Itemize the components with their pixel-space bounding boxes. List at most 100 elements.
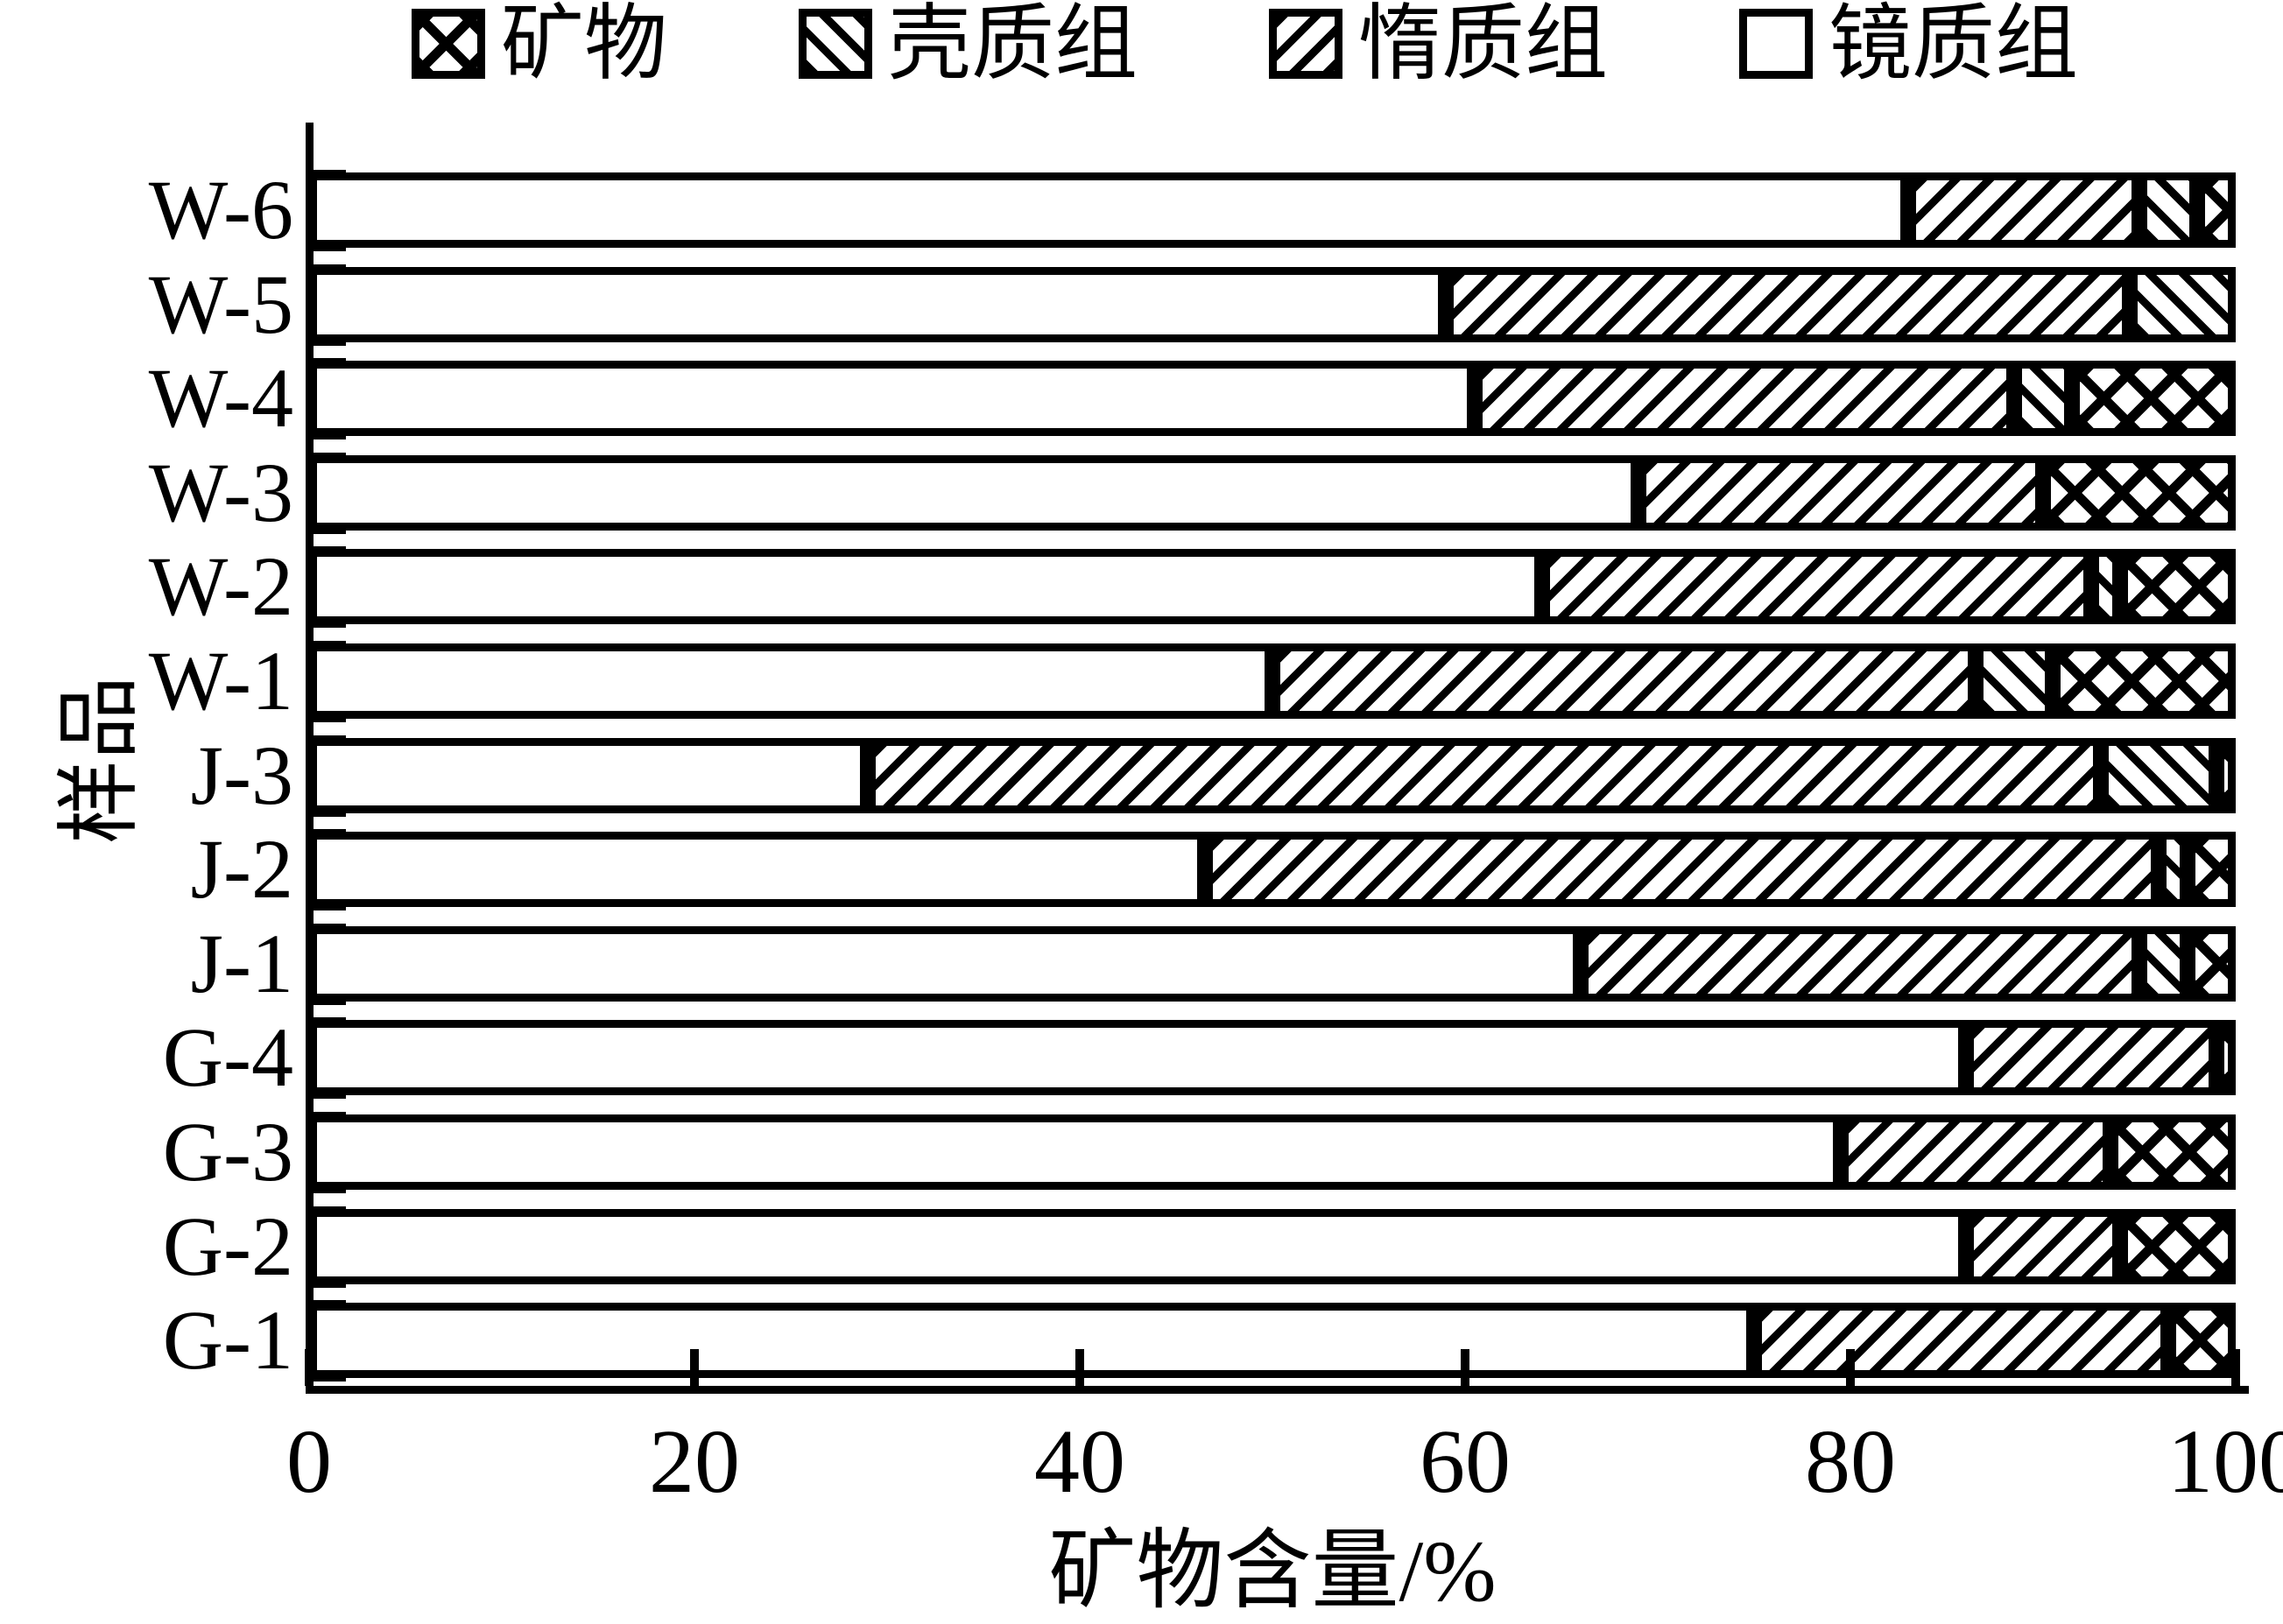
empty-swatch-icon <box>1739 9 1814 79</box>
bar-segment <box>309 925 1581 1002</box>
bar-segment <box>2216 737 2236 813</box>
y-axis-tick <box>309 1281 346 1288</box>
x-tick-label: 40 <box>1034 1411 1125 1512</box>
bar-segment <box>2188 832 2236 908</box>
bar-segment <box>2120 549 2236 625</box>
bar-segment <box>1581 925 2139 1002</box>
bar-segment <box>2110 1114 2236 1190</box>
y-axis-tick <box>309 1187 346 1193</box>
x-tick-label: 20 <box>649 1411 740 1512</box>
bar-segment <box>309 549 1542 625</box>
bar-segment <box>2159 832 2188 908</box>
y-tick-label: G-4 <box>162 1010 293 1105</box>
bar-segment <box>1542 549 2091 625</box>
cross-hatch-swatch-icon <box>412 9 485 79</box>
x-axis-tick <box>690 1349 699 1386</box>
y-tick-label: W-4 <box>148 351 293 446</box>
y-tick-label: G-1 <box>162 1293 293 1388</box>
legend-label: 壳质组 <box>888 0 1138 90</box>
bar-segment <box>309 1114 1841 1190</box>
bar-segment <box>2216 1020 2236 1096</box>
bar-segment <box>2139 172 2197 248</box>
legend-label: 惰质组 <box>1358 0 1609 90</box>
x-axis-tick <box>1846 1349 1855 1386</box>
bar-segment <box>309 361 1475 437</box>
y-axis-tick <box>309 527 346 534</box>
y-tick-label: W-3 <box>148 445 293 539</box>
y-axis-tick <box>309 1093 346 1100</box>
y-axis-tick <box>309 810 346 817</box>
bar-segment <box>2014 361 2072 437</box>
bar-segment <box>2101 737 2216 813</box>
bar-segment <box>2139 925 2188 1002</box>
y-axis-tick <box>309 622 346 629</box>
bar-segment <box>2168 1303 2236 1379</box>
bar-segment <box>1475 361 2014 437</box>
legend-item-vitrinite: 镜质组 <box>1739 0 2079 90</box>
bar-segment <box>2130 266 2236 342</box>
legend-label: 镜质组 <box>1829 0 2079 90</box>
bar-segment <box>2072 361 2236 437</box>
legend-item-minerals: 矿物 <box>412 0 668 90</box>
y-tick-label: W-5 <box>148 257 293 351</box>
bar-segment <box>2053 643 2236 719</box>
legend: 矿物 壳质组 惰质组 镜质组 <box>412 0 2078 88</box>
y-axis-tick <box>309 339 346 346</box>
y-axis-tick <box>309 904 346 911</box>
x-tick-label: 100 <box>2167 1411 2283 1512</box>
bar-segment <box>309 643 1272 719</box>
bar-segment <box>309 1208 1966 1284</box>
legend-item-inertinite: 惰质组 <box>1269 0 1609 90</box>
bar-segment <box>2197 172 2236 248</box>
y-axis-tick <box>309 716 346 722</box>
bar-segment <box>309 1020 1966 1096</box>
bar-segment <box>2120 1208 2236 1284</box>
legend-label: 矿物 <box>501 0 668 90</box>
backslash-hatch-swatch-icon <box>799 9 873 79</box>
y-tick-label: W-6 <box>148 163 293 257</box>
forwardslash-hatch-swatch-icon <box>1269 9 1343 79</box>
bar-segment <box>1205 832 2159 908</box>
y-tick-label: G-3 <box>162 1105 293 1199</box>
x-axis-tick <box>1075 1349 1084 1386</box>
bar-segment <box>2091 549 2120 625</box>
bar-segment <box>1976 643 2053 719</box>
bar-segment <box>1272 643 1976 719</box>
x-tick-label: 80 <box>1805 1411 1896 1512</box>
bar-segment <box>309 454 1638 531</box>
bar-segment <box>1908 172 2139 248</box>
y-axis-tick <box>309 245 346 251</box>
x-tick-label: 0 <box>286 1411 332 1512</box>
y-axis-tick <box>309 998 346 1005</box>
y-tick-label: G-2 <box>162 1199 293 1293</box>
bar-segment <box>309 1303 1754 1379</box>
y-tick-label: J-2 <box>190 822 293 917</box>
bar-segment <box>1841 1114 2110 1190</box>
bar-segment <box>1966 1020 2216 1096</box>
bar-segment <box>309 832 1205 908</box>
y-tick-label: J-1 <box>190 916 293 1010</box>
bar-segment <box>309 266 1446 342</box>
bar-segment <box>309 172 1908 248</box>
x-axis-line <box>306 1386 2249 1394</box>
bar-segment <box>1754 1303 2168 1379</box>
bar-segment <box>1966 1208 2120 1284</box>
bar-segment <box>1446 266 2130 342</box>
bar-segment <box>868 737 2101 813</box>
bar-segment <box>1638 454 2043 531</box>
x-axis-title: 矿物含量/% <box>1048 1522 1497 1620</box>
y-tick-label: J-3 <box>190 728 293 822</box>
bar-segment <box>2188 925 2236 1002</box>
y-tick-label: W-2 <box>148 539 293 634</box>
x-axis-tick <box>1461 1349 1469 1386</box>
x-axis-tick <box>305 1349 314 1386</box>
y-axis-tick <box>309 1375 346 1382</box>
bar-segment <box>309 737 868 813</box>
y-axis-tick <box>309 433 346 440</box>
legend-item-exinite: 壳质组 <box>799 0 1138 90</box>
x-tick-label: 60 <box>1420 1411 1511 1512</box>
x-axis-tick <box>2231 1349 2240 1386</box>
y-tick-label: W-1 <box>148 634 293 728</box>
bar-segment <box>2043 454 2236 531</box>
